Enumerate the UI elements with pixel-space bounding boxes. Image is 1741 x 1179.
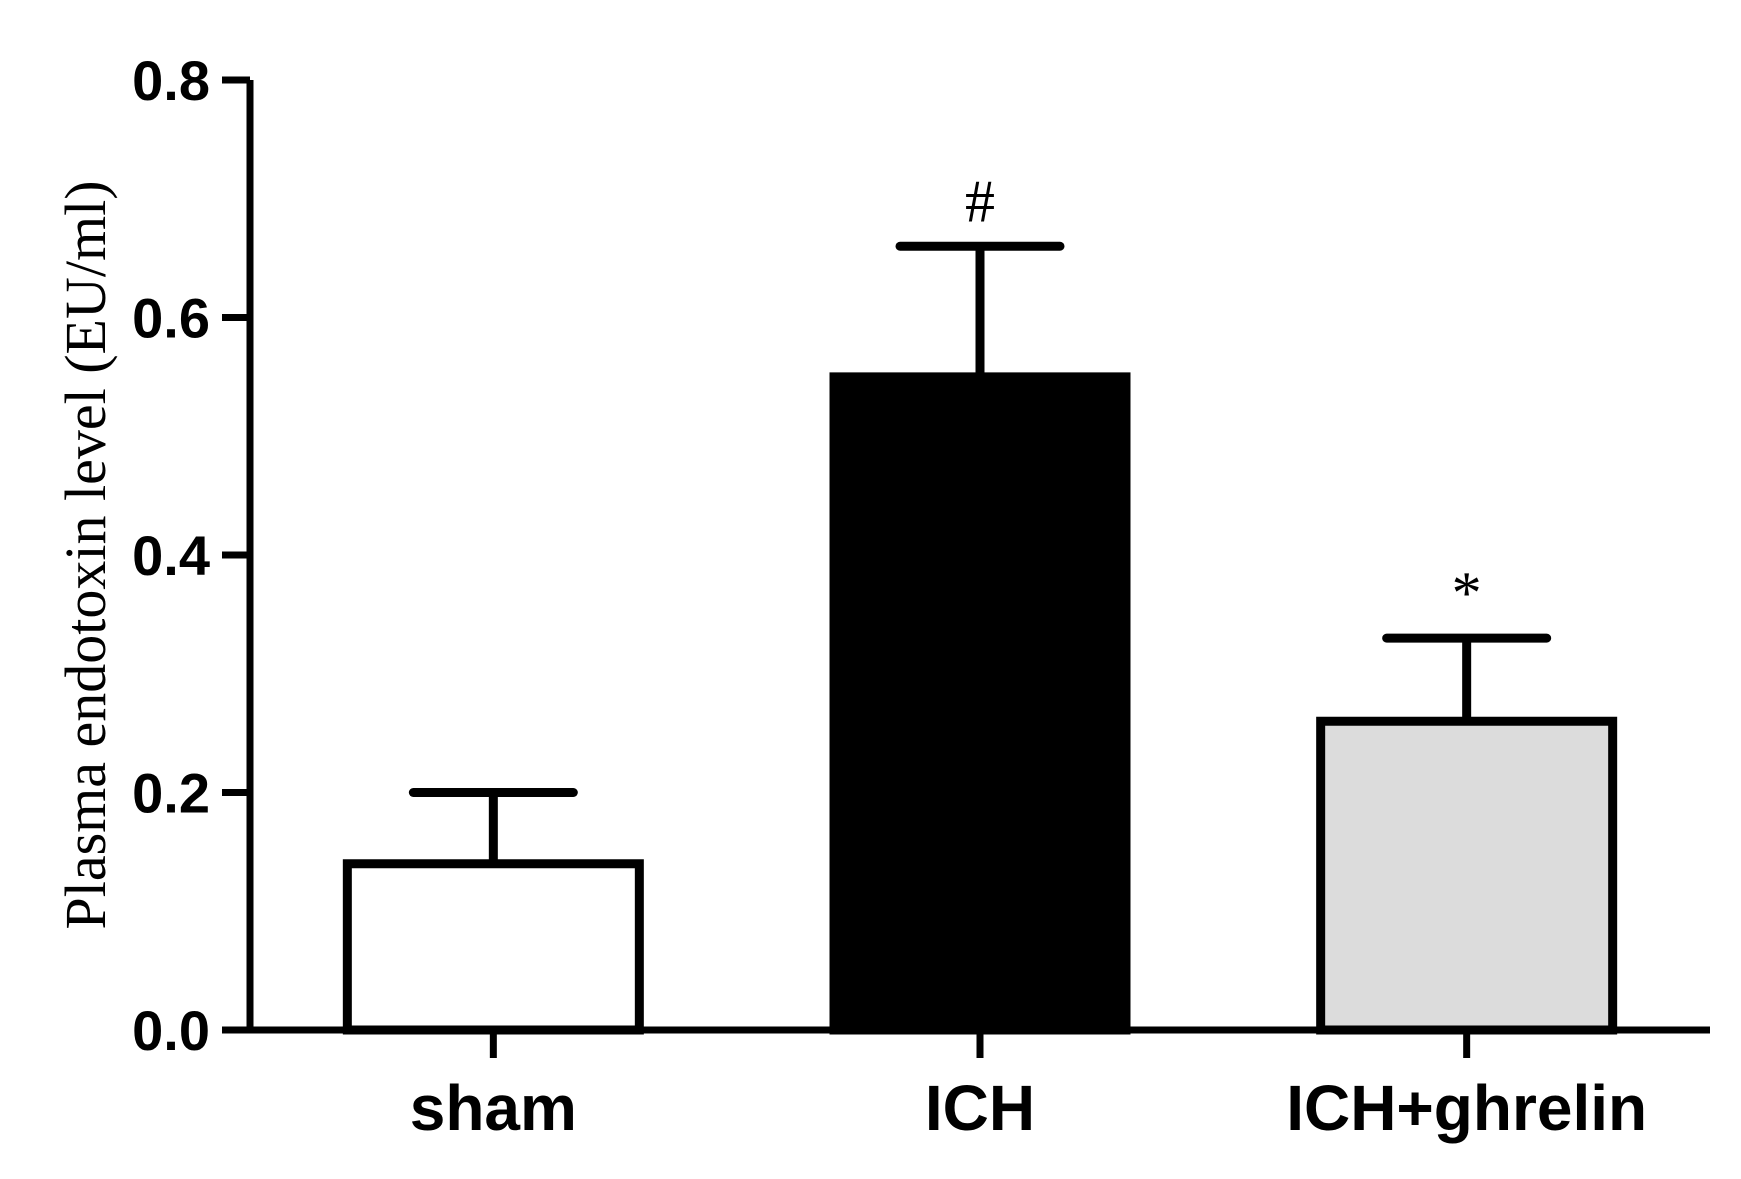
y-tick-label: 0.4 (132, 524, 210, 587)
bars (342, 372, 1618, 1035)
significance-marker: * (1452, 560, 1482, 626)
y-tick-label: 0.0 (132, 999, 210, 1062)
x-tick-label: ICH (925, 1072, 1035, 1144)
y-tick-label: 0.8 (132, 49, 210, 112)
bar-ich (829, 372, 1131, 1035)
y-tick-label: 0.6 (132, 287, 210, 350)
y-tick-label: 0.2 (132, 762, 210, 825)
axes: 0.0 0.2 0.4 0.6 0.8 sham ICH ICH+ghrelin (132, 49, 1710, 1144)
error-bars (408, 241, 1552, 864)
y-axis-label: Plasma endotoxin level (EU/ml) (53, 180, 118, 929)
x-tick-label: sham (410, 1072, 577, 1144)
annotations: #* (965, 168, 1482, 626)
bar-sham (342, 859, 644, 1035)
bar-ich-ghrelin (1316, 716, 1618, 1035)
x-tick-label: ICH+ghrelin (1286, 1072, 1647, 1144)
significance-marker: # (965, 168, 995, 234)
